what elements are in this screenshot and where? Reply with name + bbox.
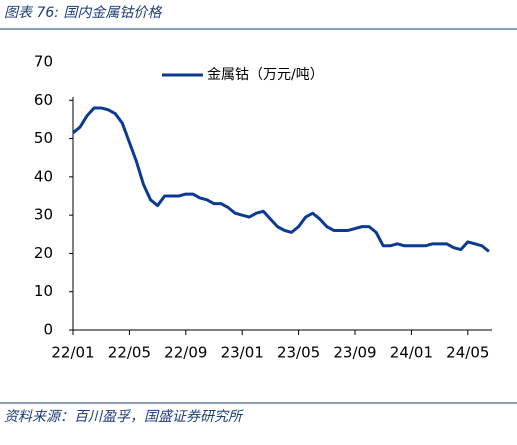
source-note: 资料来源：百川盈孚，国盛证券研究所: [4, 409, 244, 425]
chart-title: 图表 76: 国内金属钴价格: [4, 5, 162, 21]
x-tick-label: 22/09: [164, 344, 207, 362]
y-tick-label: 30: [34, 206, 53, 224]
y-tick-label: 40: [34, 167, 53, 185]
x-tick-label: 23/09: [333, 344, 376, 362]
y-tick-label: 50: [34, 129, 53, 147]
x-tick-label: 23/01: [221, 344, 264, 362]
y-tick-label: 10: [34, 282, 53, 300]
x-tick-label: 22/05: [108, 344, 151, 362]
y-tick-label: 0: [43, 321, 53, 339]
x-tick-label: 24/01: [390, 344, 433, 362]
legend-label: 金属钴（万元/吨）: [207, 67, 324, 83]
x-tick-label: 23/05: [277, 344, 320, 362]
y-tick-label: 70: [34, 53, 53, 71]
y-tick-label: 60: [34, 91, 53, 109]
y-tick-label: 20: [34, 244, 53, 262]
x-tick-label: 24/05: [446, 344, 489, 362]
x-tick-label: 22/01: [51, 344, 94, 362]
price-line: [72, 106, 490, 253]
